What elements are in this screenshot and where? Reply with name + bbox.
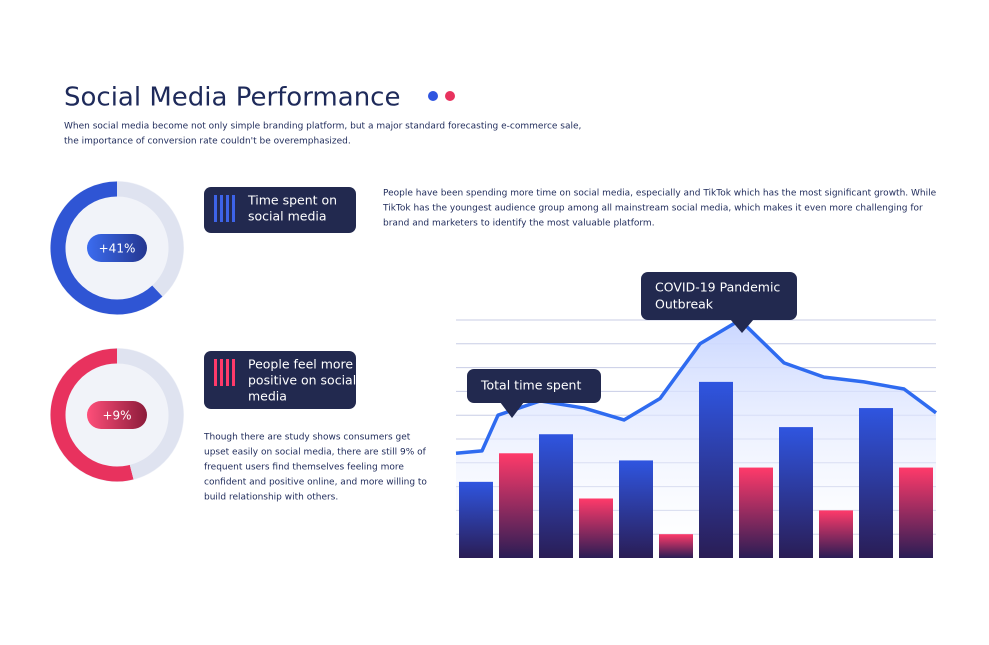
panel-icon bbox=[214, 195, 217, 222]
area bbox=[456, 320, 936, 558]
panel-text: confident and positive online, and more … bbox=[204, 478, 427, 488]
donut-segment bbox=[116, 348, 184, 480]
bar bbox=[659, 534, 693, 558]
panel-title: Time spent on bbox=[247, 193, 337, 208]
callout-label: Outbreak bbox=[655, 297, 714, 312]
bar bbox=[619, 460, 653, 558]
callout-pointer bbox=[500, 402, 524, 418]
callout-label: COVID-19 Pandemic bbox=[655, 280, 780, 295]
panel-title: social media bbox=[248, 209, 327, 224]
panel-icon bbox=[232, 195, 235, 222]
bar bbox=[699, 381, 733, 558]
donut-segment bbox=[50, 348, 134, 482]
panel-text: upset easily on social media, there are … bbox=[204, 448, 427, 458]
panel-text: build relationship with others. bbox=[204, 493, 338, 503]
panel-icon bbox=[220, 359, 223, 386]
callout-pointer bbox=[730, 319, 754, 333]
panel-text: brand and marketers to identify the most… bbox=[383, 219, 655, 229]
badge bbox=[87, 401, 147, 429]
bar bbox=[579, 498, 613, 558]
subtitle: When social media become not only simple… bbox=[64, 122, 581, 132]
dot bbox=[445, 91, 455, 101]
title: Social Media Performance bbox=[64, 83, 400, 113]
subtitle: the importance of conversion rate couldn… bbox=[64, 137, 351, 147]
callout-box bbox=[467, 369, 601, 403]
badge-label: +9% bbox=[102, 409, 131, 423]
dot bbox=[428, 91, 438, 101]
donut-segment bbox=[116, 181, 184, 297]
bar bbox=[899, 467, 933, 558]
bar bbox=[459, 481, 493, 558]
panel-icon bbox=[226, 195, 229, 222]
panel-title: People feel more bbox=[248, 357, 353, 372]
panel-text: People have been spending more time on s… bbox=[383, 189, 937, 199]
panel-icon bbox=[220, 195, 223, 222]
bar bbox=[859, 408, 893, 558]
bar bbox=[499, 453, 533, 558]
bar bbox=[539, 434, 573, 558]
badge bbox=[87, 234, 147, 262]
panel-title: positive on social bbox=[248, 373, 356, 388]
panel-box bbox=[204, 187, 356, 233]
bar bbox=[779, 427, 813, 558]
panel-text: frequent users find themselves feeling m… bbox=[204, 463, 404, 473]
line bbox=[455, 318, 938, 456]
callout-box bbox=[641, 272, 797, 320]
callout-label: Total time spent bbox=[480, 378, 581, 393]
panel-box bbox=[204, 351, 356, 409]
panel-title: media bbox=[248, 389, 287, 404]
panel-icon bbox=[232, 359, 235, 386]
panel-icon bbox=[226, 359, 229, 386]
donut-segment bbox=[50, 181, 163, 315]
badge-label: +41% bbox=[99, 242, 136, 256]
bar bbox=[819, 510, 853, 558]
panel-icon bbox=[214, 359, 217, 386]
panel-text: Though there are study shows consumers g… bbox=[203, 433, 411, 443]
panel-text: TikTok has the youngest audience group a… bbox=[382, 204, 923, 214]
bar bbox=[739, 467, 773, 558]
